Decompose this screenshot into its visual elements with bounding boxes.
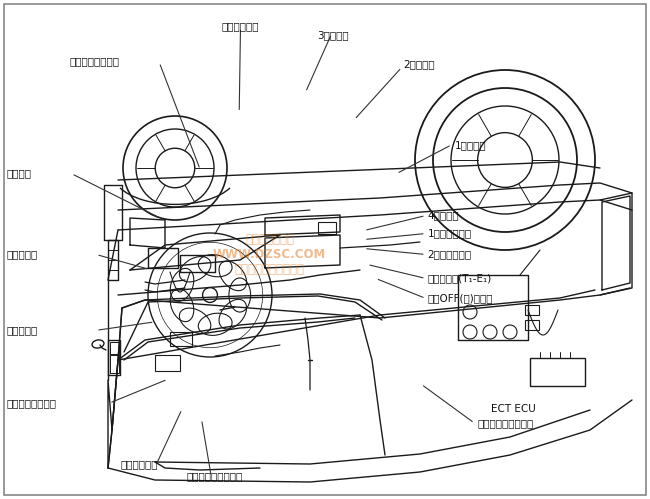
Text: 变速器电控变速装置: 变速器电控变速装置 (478, 418, 534, 428)
Text: 超速总开关及变速杆: 超速总开关及变速杆 (187, 472, 242, 482)
Text: 发动机转速传感器: 发动机转速传感器 (70, 56, 119, 66)
Text: 3号电磁阀: 3号电磁阀 (317, 30, 348, 40)
Bar (170, 332, 192, 346)
Text: ECT ECU: ECT ECU (491, 404, 536, 414)
Text: 制动灯开关: 制动灯开关 (6, 250, 38, 259)
Bar (525, 305, 539, 315)
Bar (318, 222, 336, 234)
Text: 水温开关: 水温开关 (6, 169, 31, 179)
Bar (155, 355, 180, 371)
Text: 节气门位置传感器: 节气门位置传感器 (6, 398, 57, 408)
Text: 组网电子市场网
WWW.DZSC.COM
全球最大电子采购网站: 组网电子市场网 WWW.DZSC.COM 全球最大电子采购网站 (213, 233, 326, 276)
Text: 检查线接头(T₁-E₁): 检查线接头(T₁-E₁) (428, 273, 492, 283)
Text: 4号电磁阀: 4号电磁阀 (428, 211, 460, 221)
Text: 1号电磁阀: 1号电磁阀 (455, 140, 487, 150)
Bar (530, 358, 585, 386)
Text: 超速OFF(关)指示灯: 超速OFF(关)指示灯 (428, 293, 493, 303)
Text: 空档启动开关: 空档启动开关 (222, 21, 259, 31)
Text: 1号车速传感器: 1号车速传感器 (428, 229, 472, 239)
Text: 空调放大器: 空调放大器 (6, 325, 38, 335)
Bar (525, 320, 539, 330)
Text: 模式选择开关: 模式选择开关 (120, 459, 158, 469)
Text: 2号车速传感器: 2号车速传感器 (428, 250, 472, 259)
Text: 2号电磁阀: 2号电磁阀 (403, 59, 435, 69)
